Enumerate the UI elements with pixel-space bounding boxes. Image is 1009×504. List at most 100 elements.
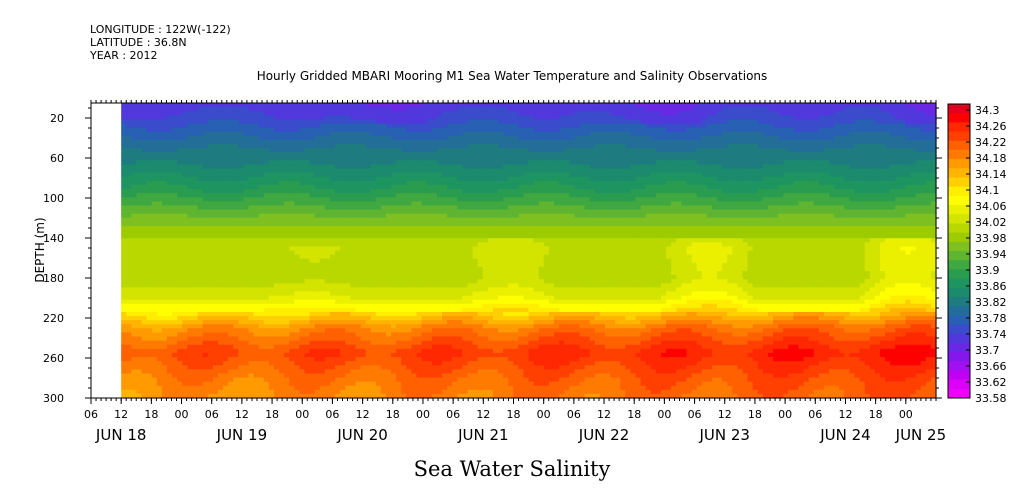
heatmap-cell xyxy=(243,172,250,178)
heatmap-cell xyxy=(314,299,321,305)
heatmap-cell xyxy=(131,139,138,145)
heatmap-cell xyxy=(172,365,178,370)
heatmap-cell xyxy=(253,279,260,284)
heatmap-cell xyxy=(279,115,285,120)
heatmap-cell xyxy=(192,119,199,125)
heatmap-cell xyxy=(462,307,469,313)
heatmap-cell xyxy=(355,275,362,280)
heatmap-cell xyxy=(151,332,158,338)
heatmap-cell xyxy=(396,119,402,125)
heatmap-cell xyxy=(263,230,270,235)
heatmap-cell xyxy=(161,332,168,338)
heatmap-cell xyxy=(309,213,316,219)
heatmap-cell xyxy=(146,139,153,145)
heatmap-cell xyxy=(258,258,265,264)
heatmap-cell xyxy=(207,127,214,133)
heatmap-cell xyxy=(156,119,163,125)
heatmap-cell xyxy=(279,311,285,317)
heatmap-cell xyxy=(426,258,433,264)
heatmap-cell xyxy=(151,225,158,231)
heatmap-cell xyxy=(350,283,357,288)
heatmap-cell xyxy=(360,291,367,297)
heatmap-cell xyxy=(238,115,244,120)
heatmap-cell xyxy=(329,357,336,362)
heatmap-cell xyxy=(294,197,301,202)
heatmap-cell xyxy=(233,389,239,395)
heatmap-cell xyxy=(426,213,433,219)
heatmap-cell xyxy=(426,168,433,174)
heatmap-cell xyxy=(421,336,428,342)
heatmap-cell xyxy=(396,303,402,309)
heatmap-cell xyxy=(421,254,428,260)
heatmap-cell xyxy=(238,111,244,116)
heatmap-cell xyxy=(324,119,331,125)
heatmap-cell xyxy=(273,279,280,284)
heatmap-cell xyxy=(452,377,458,383)
heatmap-cell xyxy=(375,266,382,272)
heatmap-cell xyxy=(146,307,153,313)
heatmap-cell xyxy=(126,352,132,358)
heatmap-cell xyxy=(396,107,402,112)
heatmap-cell xyxy=(136,246,143,252)
heatmap-cell xyxy=(273,197,280,202)
heatmap-cell xyxy=(126,139,132,145)
heatmap-cell xyxy=(172,381,178,387)
heatmap-cell xyxy=(355,156,362,161)
heatmap-cell xyxy=(258,246,265,252)
heatmap-cell xyxy=(319,287,326,293)
heatmap-cell xyxy=(263,127,270,133)
heatmap-cell xyxy=(177,119,183,125)
heatmap-cell xyxy=(289,221,295,227)
heatmap-cell xyxy=(126,316,132,321)
heatmap-cell xyxy=(329,131,336,137)
heatmap-cell xyxy=(263,217,270,223)
heatmap-cell xyxy=(279,361,285,366)
heatmap-cell xyxy=(126,230,132,235)
heatmap-cell xyxy=(212,148,219,153)
heatmap-cell xyxy=(263,234,270,239)
heatmap-cell xyxy=(401,184,407,190)
heatmap-cell xyxy=(253,197,260,202)
heatmap-cell xyxy=(350,119,357,125)
heatmap-cell xyxy=(248,287,255,293)
heatmap-cell xyxy=(289,311,295,317)
heatmap-cell xyxy=(217,123,224,129)
heatmap-cell xyxy=(141,348,148,354)
heatmap-cell xyxy=(391,107,397,112)
heatmap-cell xyxy=(212,119,219,125)
heatmap-cell xyxy=(462,205,469,211)
heatmap-cell xyxy=(136,361,143,366)
heatmap-cell xyxy=(223,242,229,248)
heatmap-cell xyxy=(345,266,351,272)
heatmap-cell xyxy=(304,291,311,297)
heatmap-cell xyxy=(131,291,138,297)
heatmap-cell xyxy=(192,164,199,170)
heatmap-cell xyxy=(141,156,148,161)
heatmap-cell xyxy=(421,258,428,264)
heatmap-cell xyxy=(452,352,458,358)
heatmap-cell xyxy=(431,148,438,153)
heatmap-cell xyxy=(457,357,463,362)
heatmap-cell xyxy=(370,143,377,149)
heatmap-cell xyxy=(324,160,331,166)
heatmap-cell xyxy=(156,148,163,153)
heatmap-cell xyxy=(426,225,433,231)
heatmap-cell xyxy=(391,238,397,243)
heatmap-cell xyxy=(156,287,163,293)
heatmap-cell xyxy=(192,283,199,288)
heatmap-cell xyxy=(360,250,367,256)
heatmap-cell xyxy=(273,135,280,141)
heatmap-cell xyxy=(462,369,469,375)
heatmap-cell xyxy=(172,275,178,280)
heatmap-cell xyxy=(167,377,173,383)
heatmap-cell xyxy=(121,385,127,391)
heatmap-cell xyxy=(268,311,275,317)
heatmap-cell xyxy=(380,225,387,231)
heatmap-cell xyxy=(268,320,275,325)
heatmap-cell xyxy=(167,127,173,133)
heatmap-cell xyxy=(248,275,255,280)
heatmap-cell xyxy=(304,131,311,137)
heatmap-cell xyxy=(228,213,234,219)
heatmap-cell xyxy=(279,303,285,309)
heatmap-cell xyxy=(253,332,260,338)
